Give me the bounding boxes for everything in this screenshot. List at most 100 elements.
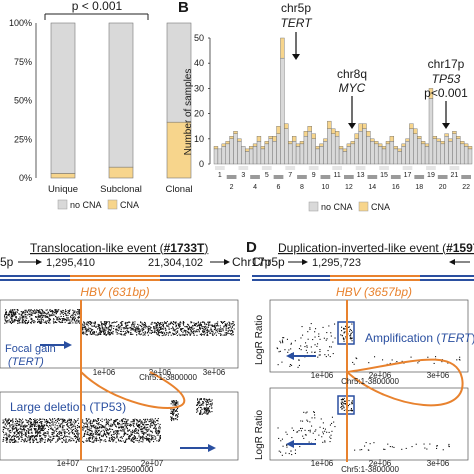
scatter-point — [300, 430, 302, 432]
scatter-point — [42, 316, 44, 318]
scatter-point — [96, 421, 98, 423]
scatter-point — [181, 329, 183, 331]
scatter-point — [183, 322, 185, 324]
scatter-point — [9, 310, 11, 312]
scatter-point — [229, 329, 231, 331]
scatter-point — [12, 309, 14, 311]
scatter-point — [126, 328, 128, 330]
hist-bar-cna — [291, 136, 297, 142]
scatter-point — [99, 327, 101, 329]
amplification-label-suffix: ) — [471, 331, 474, 345]
scatter-point — [185, 332, 187, 334]
scatter-point — [134, 331, 136, 333]
scatter-point — [97, 323, 99, 325]
scatter-point — [45, 321, 47, 323]
scatter-point — [200, 334, 202, 336]
scatter-point — [130, 439, 132, 441]
scatter-point — [37, 320, 39, 322]
scatter-point — [42, 438, 44, 440]
scatter-point — [42, 315, 44, 317]
scatter-point — [329, 424, 331, 426]
scatter-point — [76, 433, 78, 435]
scatter-point — [158, 334, 160, 336]
scatter-point — [31, 424, 33, 426]
scatter-point — [148, 421, 150, 423]
scatter-point — [166, 325, 168, 327]
scatter-point — [134, 418, 136, 420]
scatter-point — [170, 416, 172, 418]
scatter-point — [201, 325, 203, 327]
scatter-point — [123, 433, 125, 435]
scatter-point — [83, 333, 85, 335]
scatter-point — [116, 321, 118, 323]
scatter-point — [54, 435, 56, 437]
scatter-point — [25, 419, 27, 421]
scatter-point — [83, 422, 85, 424]
scatter-point — [74, 430, 76, 432]
scatter-point — [154, 428, 156, 430]
scatter-point — [3, 434, 5, 436]
chromosome-band — [320, 175, 331, 179]
scatter-point — [18, 424, 20, 426]
scatter-point — [350, 338, 352, 340]
scatter-point — [18, 320, 20, 322]
scatter-point — [171, 420, 173, 422]
scatter-point — [393, 446, 395, 448]
scatter-point — [6, 433, 8, 435]
scatter-point — [89, 432, 91, 434]
scatter-point — [105, 419, 107, 421]
scatter-point — [113, 432, 115, 434]
scatter-point — [105, 334, 107, 336]
scatter-point — [5, 311, 7, 313]
scatter-point — [321, 436, 323, 438]
scatter-point — [101, 325, 103, 327]
scatter-point — [97, 433, 99, 435]
scatter-point — [102, 429, 104, 431]
scatter-point — [367, 449, 369, 451]
scatter-point — [175, 402, 177, 404]
hist-bar-no-cna — [225, 143, 230, 165]
scatter-point — [132, 328, 134, 330]
scatter-point — [220, 333, 222, 335]
scatter-point — [6, 427, 8, 429]
scatter-point — [70, 422, 72, 424]
scatter-point — [92, 421, 94, 423]
scatter-point — [172, 332, 174, 334]
scatter-point — [42, 318, 44, 320]
scatter-point — [20, 436, 22, 438]
scatter-point — [45, 420, 47, 422]
scatter-point — [139, 437, 141, 439]
scatter-point — [8, 418, 10, 420]
scatter-point — [27, 431, 29, 433]
scatter-point — [160, 323, 162, 325]
scatter-point — [146, 418, 148, 420]
scatter-point — [89, 333, 91, 335]
hist-bar-cna — [331, 128, 336, 134]
hist-bar-no-cna — [229, 138, 234, 165]
scatter-point — [131, 328, 133, 330]
scatter-point — [141, 326, 143, 328]
scatter-point — [7, 429, 9, 431]
hist-bar-cna — [381, 146, 387, 150]
scatter-point — [75, 321, 77, 323]
scatter-point — [24, 424, 26, 426]
scatter-point — [43, 441, 45, 443]
scatter-point — [38, 426, 40, 428]
scatter-point — [98, 325, 100, 327]
scatter-point — [46, 419, 48, 421]
scatter-point — [31, 426, 33, 428]
scatter-point — [88, 426, 90, 428]
scatter-point — [208, 321, 210, 323]
scatter-point — [99, 437, 101, 439]
scatter-point — [202, 401, 204, 403]
scatter-point — [171, 322, 173, 324]
scatter-point — [58, 436, 60, 438]
scatter-point — [125, 439, 127, 441]
scatter-point — [46, 309, 48, 311]
scatter-point — [106, 436, 108, 438]
scatter-point — [98, 325, 100, 327]
scatter-point — [15, 431, 17, 433]
scatter-point — [134, 430, 136, 432]
scatter-point — [33, 419, 35, 421]
scatter-point — [206, 324, 208, 326]
